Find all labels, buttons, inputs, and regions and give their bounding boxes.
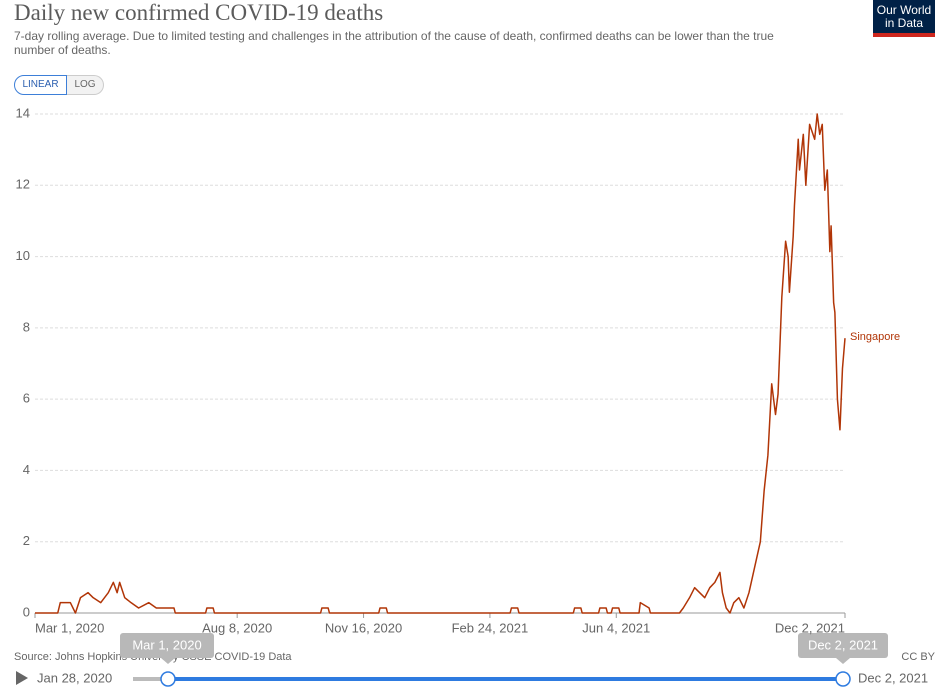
timeline-handle[interactable] <box>160 671 176 687</box>
tooltip-arrow <box>836 658 850 664</box>
tooltip <box>120 633 214 658</box>
series-label: Singapore <box>850 331 900 343</box>
y-tick-label: 10 <box>16 248 30 263</box>
tooltip-arrow <box>161 658 175 664</box>
x-tick-label: Nov 16, 2020 <box>325 620 402 635</box>
x-tick-label: Aug 8, 2020 <box>202 620 272 635</box>
y-tick-label: 2 <box>23 533 30 548</box>
tooltip-text: Dec 2, 2021 <box>808 637 878 652</box>
x-tick-label: Mar 1, 2020 <box>35 620 104 635</box>
x-tick-label: Feb 24, 2021 <box>452 620 529 635</box>
y-tick-label: 0 <box>23 604 30 619</box>
y-tick-label: 8 <box>23 319 30 334</box>
tooltip <box>798 633 888 658</box>
tooltip-text: Mar 1, 2020 <box>132 637 201 652</box>
y-tick-label: 6 <box>23 391 30 406</box>
scale-button[interactable]: LINEAR <box>14 75 67 95</box>
chart-title: Daily new confirmed COVID-19 deaths <box>14 0 384 25</box>
y-tick-label: 14 <box>16 105 30 120</box>
scale-button[interactable]: LOG <box>67 75 104 95</box>
logo-line: in Data <box>884 16 924 30</box>
timeline-handle[interactable] <box>835 671 851 687</box>
x-tick-label: Dec 2, 2021 <box>775 620 845 635</box>
timeline-start: Jan 28, 2020 <box>37 670 112 685</box>
line <box>35 113 846 614</box>
y-tick-label: 12 <box>16 177 30 192</box>
logo[interactable]: Our World in Data <box>873 0 935 37</box>
x-tick-label: Jun 4, 2021 <box>582 620 650 635</box>
chart-subtitle: 7-day rolling average. Due to limited te… <box>14 29 774 57</box>
y-tick-label: 4 <box>23 462 30 477</box>
license: CC BY <box>901 651 935 663</box>
play-button[interactable] <box>16 671 28 685</box>
logo-line: Our World <box>876 3 932 17</box>
timeline-end: Dec 2, 2021 <box>858 670 928 685</box>
